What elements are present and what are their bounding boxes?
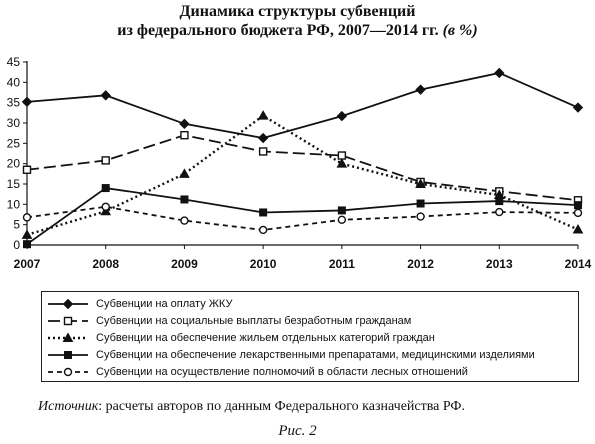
- data-point: [259, 208, 268, 217]
- x-tick-label: 2012: [407, 257, 434, 271]
- data-point: [22, 165, 32, 174]
- data-point: [257, 132, 269, 144]
- legend-swatch: [48, 316, 88, 326]
- data-point: [336, 110, 348, 122]
- y-tick-label: 5: [13, 218, 20, 232]
- legend-swatch: [48, 332, 88, 342]
- x-tick-label: 2010: [250, 257, 277, 271]
- data-point: [573, 208, 583, 218]
- series-line: [26, 205, 579, 231]
- data-point: [21, 229, 33, 239]
- data-point: [337, 151, 347, 160]
- x-tick-label: 2014: [565, 257, 592, 271]
- legend-swatch: [48, 298, 88, 310]
- data-point: [101, 202, 110, 211]
- source-note: Источник: расчеты авторов по данным Феде…: [38, 399, 465, 415]
- legend-item: Субвенции на оплату ЖКУ: [46, 296, 232, 312]
- data-point: [179, 118, 190, 130]
- legend-marker: [64, 351, 72, 359]
- legend-marker: [63, 367, 73, 377]
- data-point: [101, 156, 110, 165]
- series-2: [22, 130, 583, 205]
- series-3: [21, 110, 584, 239]
- chart-title-line2: из федерального бюджета РФ, 2007—2014 гг…: [0, 21, 595, 40]
- series-line: [26, 114, 579, 236]
- y-tick-label: 25: [7, 136, 21, 150]
- data-point: [258, 225, 268, 235]
- legend-item: Субвенции на обеспечение жильем отдельны…: [46, 330, 435, 346]
- data-point: [415, 84, 426, 95]
- chart-title-unit: (в %): [442, 22, 478, 39]
- data-point: [180, 195, 189, 204]
- data-point: [180, 130, 189, 140]
- legend-label: Субвенции на обеспечение лекарственными …: [96, 349, 535, 361]
- source-label: Источник: [38, 399, 99, 414]
- legend-swatch: [48, 351, 88, 359]
- series-line: [26, 134, 579, 202]
- series-1: [21, 67, 584, 144]
- data-point: [572, 224, 584, 234]
- data-point: [336, 158, 348, 168]
- series-line: [26, 187, 579, 245]
- x-tick-label: 2007: [14, 257, 41, 271]
- y-tick-label: 10: [7, 197, 21, 211]
- legend-item: Субвенции на социальные выплаты безработ…: [46, 313, 411, 329]
- legend-item: Субвенции на обеспечение лекарственными …: [46, 347, 535, 363]
- legend-label: Субвенции на социальные выплаты безработ…: [96, 315, 412, 327]
- data-point: [21, 96, 33, 108]
- legend-marker: [62, 298, 74, 310]
- y-tick-label: 15: [7, 177, 21, 191]
- legend-label: Субвенции на осуществление полномочий в …: [96, 366, 468, 378]
- chart-title-main: из федерального бюджета РФ, 2007—2014 гг…: [117, 22, 439, 39]
- line-chart: 0 5 10 15 20 25 30 35 40 45 2007 2008 2009 2010 2011 20…: [7, 55, 592, 271]
- data-point: [180, 216, 189, 225]
- legend-item: Субвенции на осуществление полномочий в …: [46, 364, 468, 380]
- legend-label: Субвенции на оплату ЖКУ: [96, 298, 233, 310]
- data-point: [337, 206, 346, 215]
- legend-swatch: [48, 367, 88, 377]
- x-tick-label: 2008: [92, 257, 119, 271]
- data-point: [100, 90, 111, 101]
- y-tick-label: 0: [13, 238, 20, 252]
- x-tick-label: 2013: [486, 257, 513, 271]
- y-tick-label: 40: [7, 75, 21, 89]
- data-point: [101, 184, 110, 193]
- series-line: [26, 72, 579, 139]
- y-tick-label: 45: [7, 55, 21, 69]
- data-point: [572, 102, 584, 113]
- series-5: [22, 202, 583, 235]
- data-point: [23, 240, 31, 249]
- y-tick-label: 20: [7, 157, 21, 171]
- data-point: [574, 201, 582, 210]
- data-point: [258, 147, 268, 156]
- legend-marker: [62, 332, 74, 342]
- x-tick-label: 2009: [171, 257, 198, 271]
- data-point: [495, 207, 504, 217]
- data-point: [495, 197, 504, 206]
- source-text: : расчеты авторов по данным Федерального…: [98, 399, 465, 414]
- x-tick-label: 2011: [329, 257, 355, 271]
- legend-marker: [63, 316, 73, 326]
- chart-title-line1: Динамика структуры субвенций: [179, 3, 416, 20]
- data-point: [416, 199, 425, 208]
- data-point: [416, 212, 425, 221]
- legend-label: Субвенции на обеспечение жильем отдельны…: [96, 332, 435, 344]
- chart-legend: Субвенции на оплату ЖКУ Субвенции на соци…: [41, 291, 579, 382]
- data-point: [257, 110, 269, 120]
- data-point: [494, 67, 505, 79]
- data-point: [337, 215, 347, 224]
- series-4: [23, 184, 582, 249]
- data-point: [179, 168, 190, 178]
- figure-caption: Рис. 2: [278, 423, 317, 439]
- data-point: [22, 213, 32, 222]
- data-point: [415, 178, 426, 188]
- y-tick-label: 30: [7, 116, 21, 130]
- y-tick-label: 35: [7, 96, 21, 110]
